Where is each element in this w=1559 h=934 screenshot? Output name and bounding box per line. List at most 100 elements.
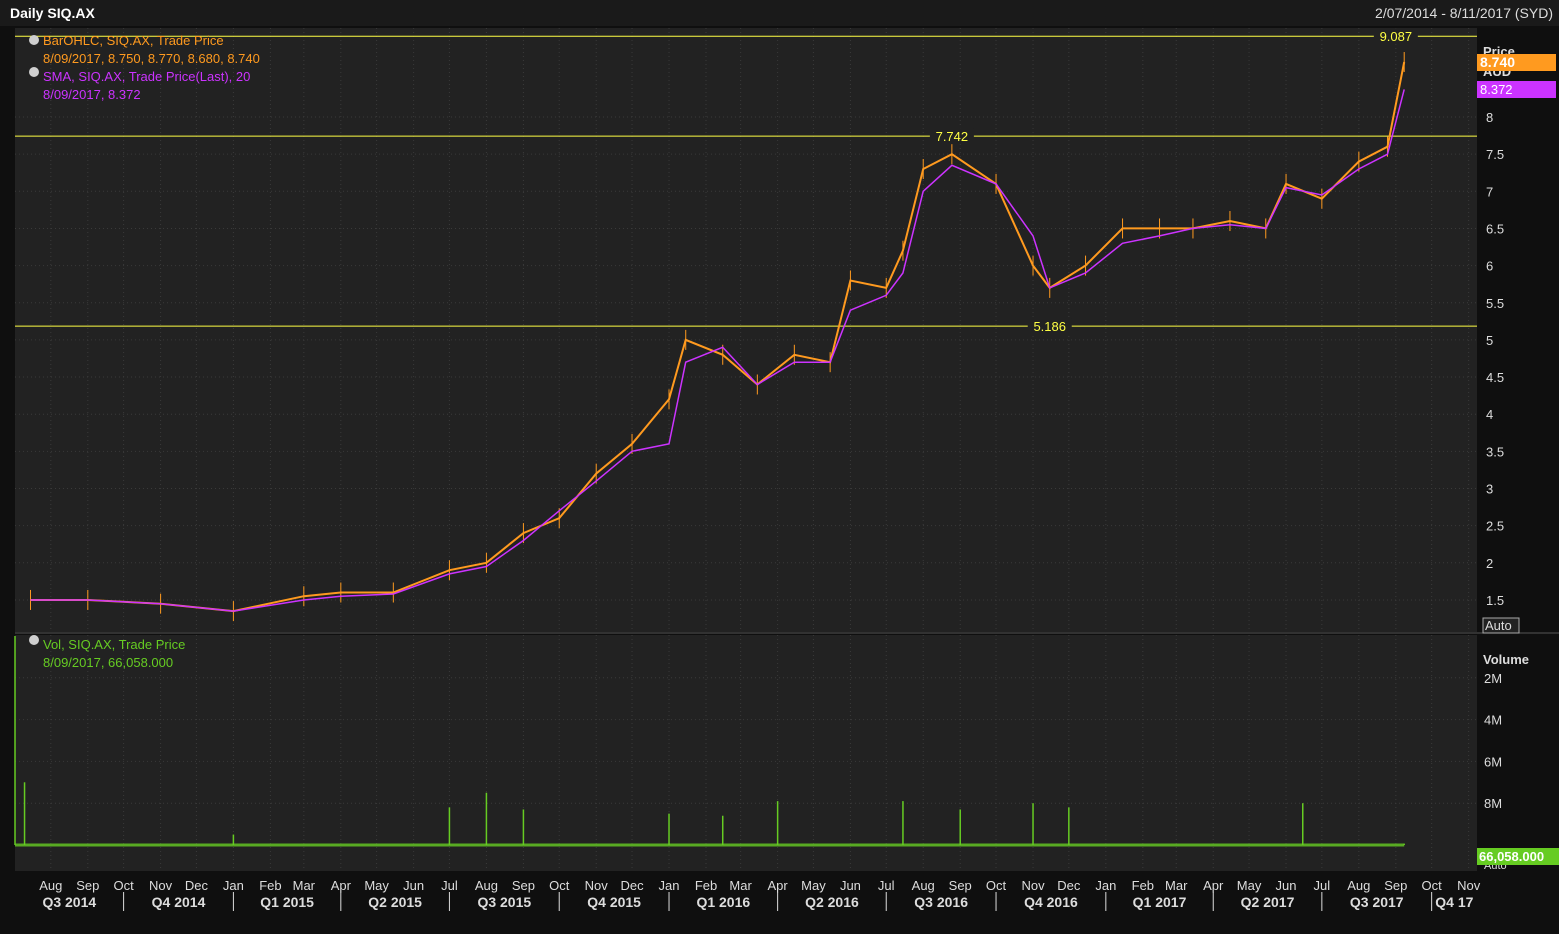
- price-auto-label: Auto: [1485, 618, 1512, 633]
- last-price-value: 8.740: [1480, 54, 1515, 70]
- quarter-label: Q2 2017: [1241, 894, 1295, 910]
- month-tick-label: Jul: [441, 878, 458, 893]
- month-tick-label: Apr: [1203, 878, 1224, 893]
- legend-ohlc-title: BarOHLC, SIQ.AX, Trade Price: [43, 33, 224, 48]
- quarter-label: Q1 2016: [696, 894, 750, 910]
- month-tick-label: Dec: [185, 878, 209, 893]
- month-tick-label: Jul: [878, 878, 895, 893]
- reference-label: 5.186: [1033, 319, 1066, 334]
- month-tick-label: May: [801, 878, 826, 893]
- month-tick-label: Jun: [1276, 878, 1297, 893]
- last-sma-value: 8.372: [1480, 82, 1513, 97]
- month-tick-label: Feb: [259, 878, 281, 893]
- month-tick-label: Mar: [1165, 878, 1188, 893]
- month-tick-label: Aug: [39, 878, 62, 893]
- last-volume-value: 66,058.000: [1479, 849, 1544, 864]
- legend-vol-icon: [29, 635, 39, 645]
- sma-series-line: [30, 89, 1405, 612]
- price-tick-label: 2.5: [1486, 519, 1504, 534]
- price-tick-label: 2: [1486, 556, 1493, 571]
- quarter-label: Q3 2017: [1350, 894, 1404, 910]
- month-tick-label: Nov: [149, 878, 173, 893]
- legend-sma-title: SMA, SIQ.AX, Trade Price(Last), 20: [43, 69, 250, 84]
- last-sma-flag: [1477, 81, 1556, 98]
- price-volume-chart[interactable]: 9.087 7.742 5.186 Aug Sep Oct Nov Dec Jan Feb Mar…: [0, 26, 1559, 934]
- month-tick-label: Sep: [512, 878, 535, 893]
- price-tick-label: 8: [1486, 110, 1493, 125]
- month-tick-label: Jan: [1095, 878, 1116, 893]
- price-tick-label: 6.5: [1486, 221, 1504, 236]
- price-tick-label: 4.5: [1486, 370, 1504, 385]
- month-tick-label: Nov: [585, 878, 609, 893]
- month-tick-label: Oct: [986, 878, 1007, 893]
- volume-axis-title: Volume: [1483, 652, 1529, 667]
- month-tick-label: Sep: [1384, 878, 1407, 893]
- month-tick-label: May: [364, 878, 389, 893]
- month-tick-label: Nov: [1457, 878, 1481, 893]
- month-tick-label: Jan: [223, 878, 244, 893]
- reference-label-bg: [1373, 28, 1418, 45]
- month-tick-label: Jun: [840, 878, 861, 893]
- price-tick-label: 3: [1486, 482, 1493, 497]
- reference-label: 7.742: [936, 129, 969, 144]
- legend-sma-icon: [29, 67, 39, 77]
- quarter-label: Q3 2016: [914, 894, 968, 910]
- month-tick-label: Aug: [912, 878, 935, 893]
- quarter-label: Q1 2017: [1133, 894, 1187, 910]
- reference-label: 9.087: [1380, 29, 1413, 44]
- month-tick-label: Oct: [549, 878, 570, 893]
- quarter-label: Q2 2016: [805, 894, 859, 910]
- quarter-label: Q2 2015: [368, 894, 422, 910]
- month-tick-label: Apr: [331, 878, 352, 893]
- price-tick-label: 4: [1486, 407, 1493, 422]
- price-tick-label: 6: [1486, 259, 1493, 274]
- quarter-label: Q4 2016: [1024, 894, 1078, 910]
- price-tick-label: 5: [1486, 333, 1493, 348]
- date-range: 2/07/2014 - 8/11/2017 (SYD): [1375, 5, 1553, 21]
- volume-tick-label: 2M: [1484, 671, 1502, 686]
- legend-vol-title: Vol, SIQ.AX, Trade Price: [43, 637, 185, 652]
- month-tick-label: Feb: [1132, 878, 1154, 893]
- ohlc-series-line: [30, 61, 1406, 613]
- reference-label-bg: [929, 128, 974, 145]
- price-tick-label: 5.5: [1486, 296, 1504, 311]
- month-tick-label: Oct: [1422, 878, 1443, 893]
- legend-ohlc-icon: [29, 35, 39, 45]
- quarter-label: Q1 2015: [260, 894, 314, 910]
- last-price-flag: [1477, 54, 1556, 71]
- month-tick-label: Aug: [475, 878, 498, 893]
- last-volume-flag: [1477, 848, 1559, 865]
- chart-title: Daily SIQ.AX: [10, 5, 95, 21]
- price-tick-label: 7.5: [1486, 147, 1504, 162]
- month-tick-label: Dec: [620, 878, 644, 893]
- month-tick-label: Nov: [1021, 878, 1045, 893]
- quarter-label: Q4 17: [1435, 894, 1473, 910]
- month-tick-label: Sep: [949, 878, 972, 893]
- month-tick-label: Jun: [403, 878, 424, 893]
- price-tick-label: 3.5: [1486, 444, 1504, 459]
- quarter-label: Q3 2015: [477, 894, 531, 910]
- month-tick-label: Dec: [1057, 878, 1081, 893]
- month-tick-label: May: [1237, 878, 1262, 893]
- quarter-label: Q4 2015: [587, 894, 641, 910]
- price-tick-label: 1.5: [1486, 593, 1504, 608]
- quarter-label: Q4 2014: [152, 894, 206, 910]
- chart-header: Daily SIQ.AX 2/07/2014 - 8/11/2017 (SYD): [0, 0, 1559, 26]
- month-tick-label: Aug: [1347, 878, 1370, 893]
- price-tick-label: 7: [1486, 184, 1493, 199]
- month-tick-label: Oct: [113, 878, 134, 893]
- month-tick-label: Jan: [659, 878, 680, 893]
- volume-tick-label: 8M: [1484, 796, 1502, 811]
- reference-label-bg: [1027, 318, 1072, 335]
- legend-ohlc-values: 8/09/2017, 8.750, 8.770, 8.680, 8.740: [43, 51, 260, 66]
- quarter-label: Q3 2014: [42, 894, 96, 910]
- month-tick-label: Mar: [293, 878, 316, 893]
- month-tick-label: Jul: [1314, 878, 1331, 893]
- month-tick-label: Mar: [729, 878, 752, 893]
- month-tick-label: Feb: [695, 878, 717, 893]
- price-auto-button[interactable]: [1482, 617, 1520, 634]
- volume-tick-label: 4M: [1484, 713, 1502, 728]
- legend-vol-values: 8/09/2017, 66,058.000: [43, 655, 173, 670]
- legend-sma-values: 8/09/2017, 8.372: [43, 87, 141, 102]
